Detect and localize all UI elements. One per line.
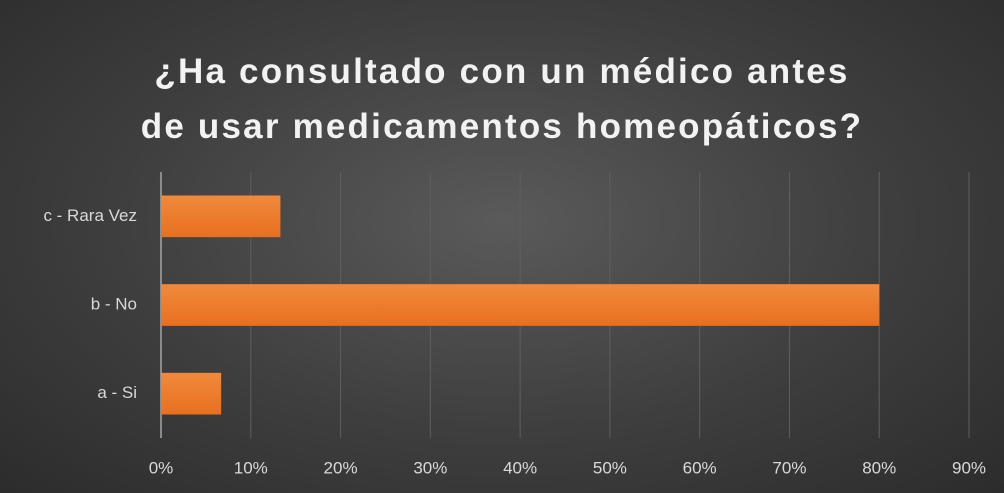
x-tick-label: 80% [862,458,896,477]
y-tick-label: a - Si [97,383,137,402]
chart-title: ¿Ha consultado con un médico antes de us… [140,52,864,146]
x-tick-label: 30% [413,458,447,477]
x-tick-label: 60% [683,458,717,477]
y-tick-label: c - Rara Vez [43,206,137,225]
y-tick-label: b - No [91,294,137,313]
x-tick-label: 20% [324,458,358,477]
x-tick-label: 10% [234,458,268,477]
bar [161,284,880,326]
x-tick-label: 0% [149,458,174,477]
bar [161,372,222,415]
x-tick-label: 40% [503,458,537,477]
x-tick-label: 90% [952,458,986,477]
x-tick-label: 70% [772,458,806,477]
bar [161,195,281,238]
x-tick-label: 50% [593,458,627,477]
